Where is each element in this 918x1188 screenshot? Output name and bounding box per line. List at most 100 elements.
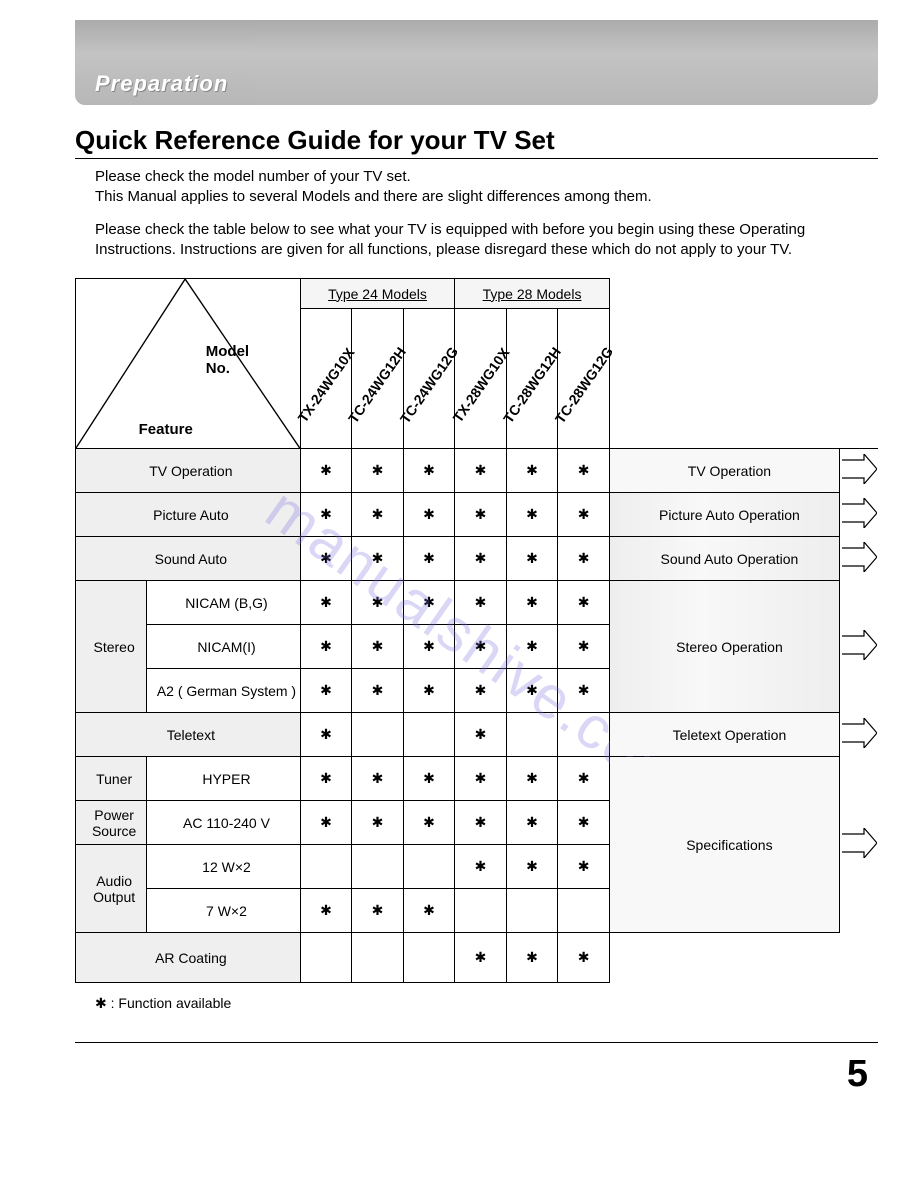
blank-top-right [609,279,878,449]
cell: ✱ [506,801,558,845]
cell: ✱ [455,933,507,983]
label-ar: AR Coating [76,933,301,983]
op-tv: TV Operation [609,449,839,493]
cell [506,713,558,757]
arrow-icon [842,498,877,528]
label-hyper: HYPER [147,757,300,801]
title-rule [75,158,878,159]
cell: ✱ [558,669,610,713]
cell: ✱ [403,801,455,845]
cell: ✱ [558,449,610,493]
intro-text-1: Please check the model number of your TV… [95,168,411,185]
cell: ✱ [455,845,507,889]
cell: ✱ [455,757,507,801]
cell: ✱ [300,757,352,801]
cell: ✱ [352,493,404,537]
cell: ✱ [506,845,558,889]
section-header-band: Preparation [75,20,878,105]
label-snd-auto: Sound Auto [76,537,301,581]
group-stereo: Stereo [76,581,147,713]
arrow-icon [842,718,877,748]
cell: ✱ [300,801,352,845]
cell: ✱ [300,669,352,713]
feature-table: Model No. Feature Type 24 Models Type 28… [75,278,878,983]
cell: ✱ [403,581,455,625]
cell: ✱ [352,889,404,933]
group-power: Power Source [76,801,147,845]
arrow-icon [842,828,877,858]
cell [403,713,455,757]
arrow-icon [842,454,877,484]
label-7w: 7 W×2 [147,889,300,933]
arrow-teletext [840,713,878,757]
cell [352,933,404,983]
cell [300,845,352,889]
feature-label: Feature [139,421,193,438]
cell: ✱ [506,669,558,713]
legend: ✱ : Function available [95,995,878,1012]
cell: ✱ [558,757,610,801]
row-tuner: Tuner HYPER ✱ ✱ ✱ ✱ ✱ ✱ Specifications [76,757,879,801]
arrow-pic [840,493,878,537]
cell: ✱ [403,757,455,801]
arrow-stereo [840,581,878,713]
arrow-icon [842,542,877,572]
model-col-1: TX-24WG10X [300,309,352,449]
cell: ✱ [455,713,507,757]
arrow-icon [842,630,877,660]
intro-line-3: Please check the table below to see what… [95,220,878,261]
row-ar-coating: AR Coating ✱ ✱ ✱ [76,933,879,983]
cell: ✱ [403,537,455,581]
label-ac: AC 110-240 V [147,801,300,845]
cell [506,889,558,933]
model-col-2: TC-24WG12H [352,309,404,449]
cell: ✱ [506,493,558,537]
type24-header: Type 24 Models [300,279,455,309]
cell: ✱ [352,537,404,581]
cell: ✱ [455,537,507,581]
cell [352,713,404,757]
cell: ✱ [352,801,404,845]
intro-text-2: This Manual applies to several Models an… [95,188,652,205]
cell [455,889,507,933]
row-stereo-1: Stereo NICAM (B,G) ✱ ✱ ✱ ✱ ✱ ✱ Stereo Op… [76,581,879,625]
cell: ✱ [558,625,610,669]
op-specs: Specifications [609,757,839,933]
cell: ✱ [558,493,610,537]
model-col-6: TC-28WG12G [558,309,610,449]
cell: ✱ [352,449,404,493]
row-sound-auto: Sound Auto ✱ ✱ ✱ ✱ ✱ ✱ Sound Auto Operat… [76,537,879,581]
label-pic-auto: Picture Auto [76,493,301,537]
cell: ✱ [455,801,507,845]
cell: ✱ [300,625,352,669]
arrow-specs [840,757,878,933]
cell: ✱ [352,757,404,801]
cell: ✱ [455,669,507,713]
page-title: Quick Reference Guide for your TV Set [75,125,878,156]
cell: ✱ [455,493,507,537]
page-number: 5 [75,1053,878,1096]
feature-table-wrap: manualshive.com Model No. Feature T [75,278,878,983]
cell [352,845,404,889]
cell [558,889,610,933]
op-teletext: Teletext Operation [609,713,839,757]
cell [403,845,455,889]
cell: ✱ [352,581,404,625]
cell: ✱ [300,713,352,757]
model-col-4: TX-28WG10X [455,309,507,449]
cell: ✱ [403,669,455,713]
model-no-label: Model No. [206,343,249,378]
cell [558,713,610,757]
model-col-5: TC-28WG12H [506,309,558,449]
group-audio: Audio Output [76,845,147,933]
cell: ✱ [558,845,610,889]
cell: ✱ [558,933,610,983]
intro-line-1: Please check the model number of your TV… [95,167,878,208]
cell: ✱ [403,449,455,493]
cell: ✱ [300,449,352,493]
row-tv-operation: TV Operation ✱ ✱ ✱ ✱ ✱ ✱ TV Operation [76,449,879,493]
cell: ✱ [506,449,558,493]
cell: ✱ [403,493,455,537]
op-stereo: Stereo Operation [609,581,839,713]
cell: ✱ [506,625,558,669]
